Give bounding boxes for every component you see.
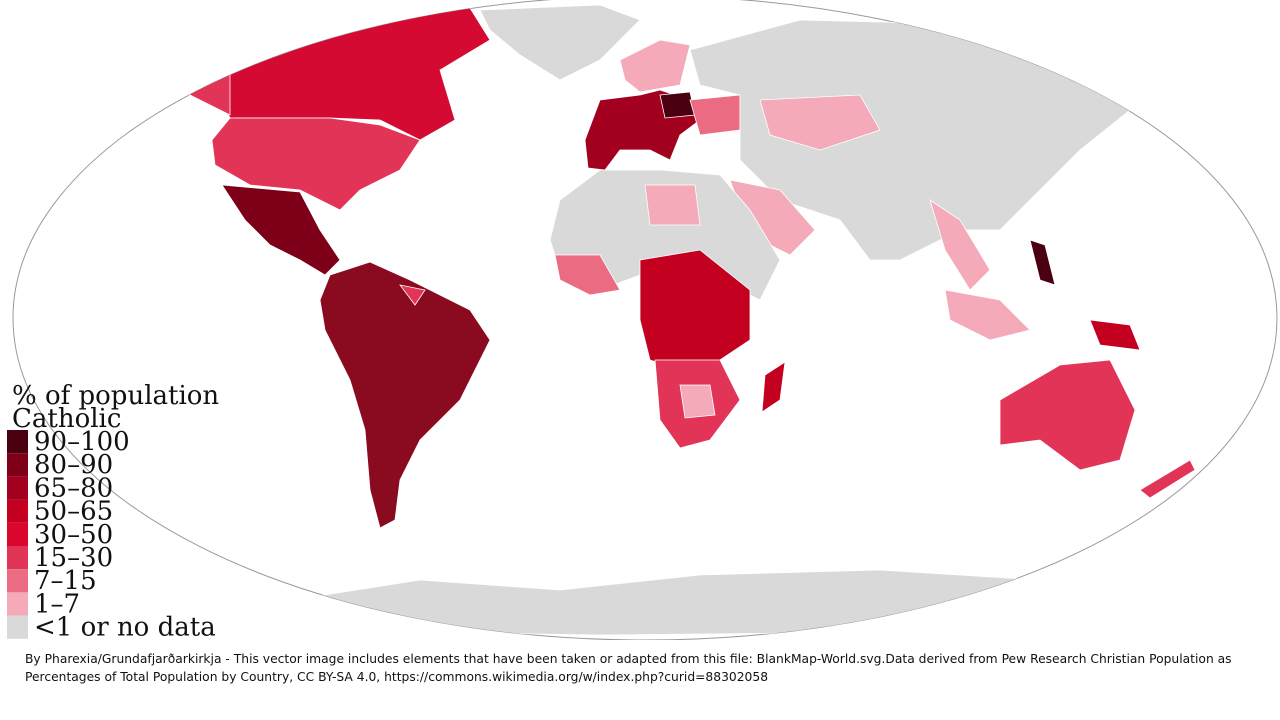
legend-title: Catholic <box>12 404 121 434</box>
legend-label: <1 or no data <box>34 613 216 640</box>
legend-label: 7–15 <box>34 566 97 596</box>
legend-swatch <box>7 569 28 593</box>
legend-label: 15–30 <box>34 543 113 573</box>
legend-label: 80–90 <box>34 450 113 480</box>
legend-title: % of population <box>12 381 219 411</box>
legend-swatch <box>7 430 28 454</box>
legend-swatch <box>7 522 28 546</box>
legend-label: 30–50 <box>34 520 113 550</box>
legend-swatch <box>7 499 28 523</box>
legend-label: 65–80 <box>34 473 113 503</box>
map: % of populationCatholic90–10080–9065–805… <box>7 0 1278 640</box>
legend-label: 50–65 <box>34 497 113 527</box>
legend-swatch <box>7 592 28 616</box>
legend-swatch <box>7 476 28 500</box>
legend-swatch <box>7 453 28 477</box>
legend-swatch <box>7 615 28 639</box>
legend-swatch <box>7 546 28 570</box>
legend: % of populationCatholic90–10080–9065–805… <box>7 381 219 640</box>
countries <box>148 4 1196 636</box>
legend-label: 90–100 <box>34 427 130 457</box>
caption: By Pharexia/Grundafjarðarkirkja - This v… <box>25 652 1232 684</box>
legend-label: 1–7 <box>34 589 80 619</box>
